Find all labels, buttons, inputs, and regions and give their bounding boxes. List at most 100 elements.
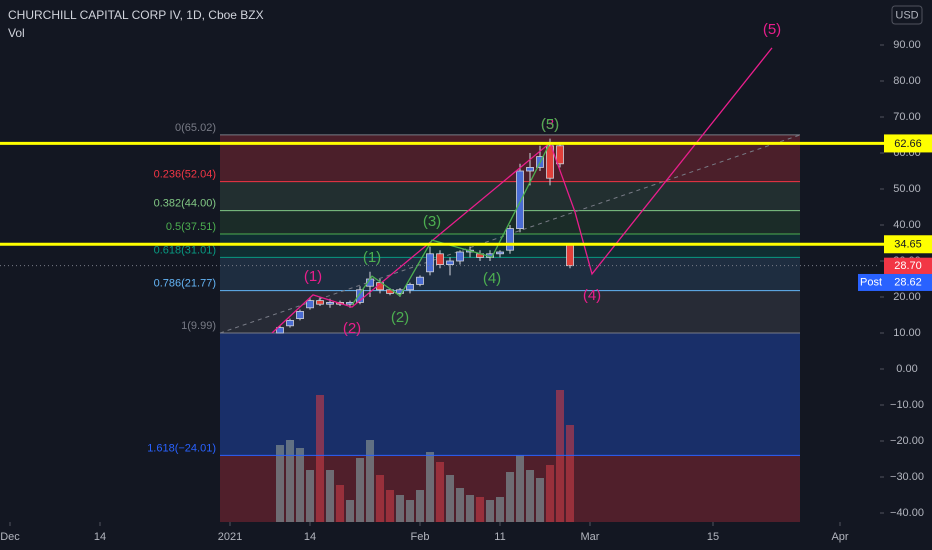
volume-bar — [326, 470, 334, 522]
wave-label: (4) — [483, 270, 501, 287]
volume-bar — [366, 440, 374, 522]
volume-bar — [336, 485, 344, 522]
fib-label: 0.5(37.51) — [166, 221, 216, 233]
candle-body — [516, 170, 524, 229]
volume-bar — [526, 470, 534, 522]
x-tick-label: 14 — [304, 531, 316, 543]
fib-label: 0.382(44.00) — [154, 198, 216, 210]
y-tick-label: 40.00 — [893, 219, 921, 231]
y-tick-label: −30.00 — [890, 471, 924, 483]
candle-body — [426, 253, 434, 273]
fib-label: 0.618(31.01) — [154, 244, 216, 256]
volume-label: Vol — [8, 26, 25, 40]
x-tick-label: 2021 — [218, 531, 242, 543]
volume-bar — [496, 497, 504, 522]
wave-label: (5) — [541, 116, 559, 133]
fib-label: 1.618(−24.01) — [147, 442, 216, 454]
price-tag-label: 28.62 — [894, 276, 922, 288]
chart-title: CHURCHILL CAPITAL CORP IV, 1D, Cboe BZX — [8, 8, 264, 22]
fib-zone — [220, 181, 800, 211]
wave-label: (5) — [763, 21, 781, 38]
candle-body — [446, 260, 454, 265]
x-tick-label: 14 — [94, 531, 106, 543]
volume-bar — [396, 495, 404, 522]
wave-label: (1) — [363, 249, 381, 266]
candle-body — [306, 300, 314, 309]
candle-body — [326, 301, 334, 305]
volume-bar — [406, 500, 414, 522]
volume-bar — [296, 448, 304, 522]
x-tick-label: 15 — [707, 531, 719, 543]
volume-bar — [346, 500, 354, 522]
volume-bar — [516, 455, 524, 522]
volume-bar — [486, 500, 494, 522]
price-tag-label: 62.66 — [894, 138, 922, 150]
y-tick-label: 90.00 — [893, 39, 921, 51]
candle-body — [416, 276, 424, 285]
volume-bar — [306, 470, 314, 522]
price-tag — [858, 273, 932, 291]
candle-body — [276, 327, 284, 334]
x-tick-label: Feb — [411, 531, 430, 543]
currency-box[interactable] — [891, 5, 923, 25]
wave-label: (4) — [583, 287, 601, 304]
x-tick-label: Dec — [0, 531, 20, 543]
price-tag-label: 28.70 — [894, 260, 922, 272]
volume-bar — [316, 395, 324, 522]
fib-zone — [220, 333, 800, 456]
candle-body — [296, 310, 304, 319]
candle-body — [436, 253, 444, 266]
x-tick-label: Mar — [581, 531, 600, 543]
price-tag — [884, 257, 932, 275]
y-tick-label: −20.00 — [890, 435, 924, 447]
currency[interactable]: USD — [895, 9, 918, 21]
y-tick-label: 70.00 — [893, 111, 921, 123]
volume-bar — [556, 390, 564, 522]
volume-bar — [446, 475, 454, 522]
volume-bar — [286, 440, 294, 522]
candle-body — [566, 244, 574, 267]
fib-zone — [220, 257, 800, 291]
fib-zone — [220, 290, 800, 334]
fib-label: 0.786(21.77) — [154, 278, 216, 290]
fib-label: 1(9.99) — [181, 320, 216, 332]
y-tick-label: −40.00 — [890, 507, 924, 519]
price-tag-label: 34.65 — [894, 239, 922, 251]
candle-body — [456, 251, 464, 262]
volume-bar — [546, 465, 554, 522]
y-tick-label: −10.00 — [890, 399, 924, 411]
y-tick-label: 50.00 — [893, 183, 921, 195]
volume-bar — [436, 462, 444, 522]
fib-label: 0(65.02) — [175, 122, 216, 134]
volume-bar — [386, 490, 394, 522]
candle-body — [406, 283, 414, 291]
y-tick-label: 20.00 — [893, 291, 921, 303]
price-tag — [884, 134, 932, 153]
wave-label: (1) — [304, 268, 322, 285]
candle-body — [316, 300, 324, 305]
wave-label: (3) — [423, 213, 441, 230]
candle-body — [546, 145, 554, 179]
y-tick-label: 10.00 — [893, 327, 921, 339]
volume-bar — [466, 495, 474, 522]
wave-line — [351, 142, 551, 306]
y-tick-label: 0.00 — [896, 363, 917, 375]
candle-body — [356, 289, 364, 303]
volume-bar — [416, 490, 424, 522]
wave-label: (2) — [343, 320, 361, 337]
session-label: Post — [860, 276, 882, 288]
volume-bar — [536, 478, 544, 522]
volume-bar — [376, 475, 384, 522]
wave-label: (3) — [541, 116, 559, 133]
fib-label: 0.236(52.04) — [154, 169, 216, 181]
candle-body — [396, 289, 404, 294]
volume-bar — [506, 472, 514, 522]
volume-bar — [276, 445, 284, 522]
volume-bar — [356, 458, 364, 522]
price-tag — [884, 235, 932, 254]
volume-bar — [426, 452, 434, 522]
y-tick-label: 80.00 — [893, 75, 921, 87]
candle-body — [496, 251, 504, 255]
